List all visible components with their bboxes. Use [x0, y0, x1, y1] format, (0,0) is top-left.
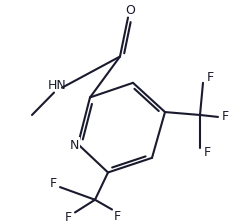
Text: F: F [221, 110, 228, 123]
Text: F: F [64, 211, 71, 224]
Text: F: F [49, 177, 56, 190]
Text: HN: HN [47, 79, 66, 92]
Text: F: F [206, 71, 213, 84]
Text: O: O [125, 4, 134, 17]
Text: F: F [113, 210, 120, 223]
Text: F: F [203, 146, 210, 159]
Text: N: N [69, 139, 78, 152]
